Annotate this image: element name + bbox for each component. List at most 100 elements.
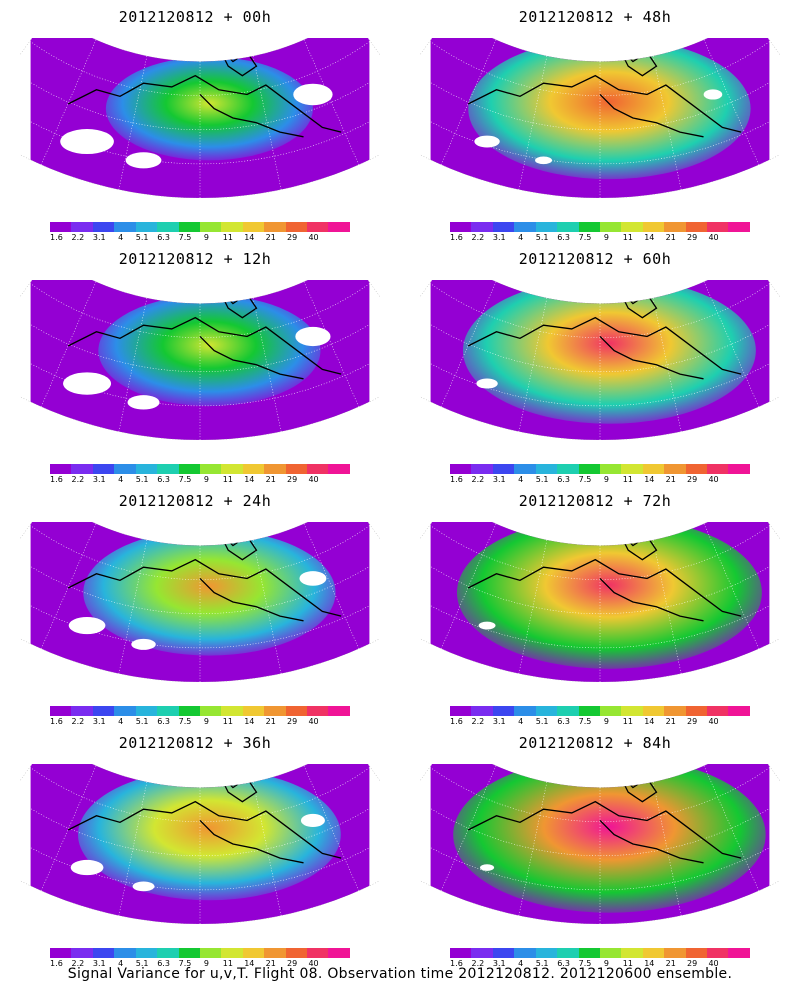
colorbar-swatch — [707, 948, 729, 958]
colorbar-label: 2.2 — [71, 717, 85, 726]
colorbar-swatch — [71, 706, 93, 716]
colorbar-swatch — [328, 948, 350, 958]
colorbar-swatch — [557, 464, 579, 474]
colorbar-label: 3.1 — [492, 233, 506, 242]
colorbar-swatch — [285, 948, 308, 958]
colorbar-swatch — [199, 222, 222, 232]
colorbar-swatch — [535, 706, 558, 716]
colorbar-label: 11 — [222, 717, 233, 726]
colorbar-label: 3.1 — [492, 959, 506, 968]
colorbar-label: 5.1 — [535, 233, 549, 242]
colorbar-label: 2.2 — [471, 475, 485, 484]
colorbar — [50, 464, 350, 474]
colorbar-swatch — [450, 464, 472, 474]
colorbar-swatch — [157, 464, 179, 474]
colorbar-swatch — [450, 948, 472, 958]
colorbar-label: 40 — [308, 233, 319, 242]
colorbar-label: 5.1 — [135, 475, 149, 484]
colorbar-swatch — [557, 948, 579, 958]
colorbar-swatch — [328, 706, 350, 716]
colorbar-label: 21 — [265, 233, 276, 242]
colorbar-swatch — [50, 706, 72, 716]
panel-title: 2012120812 + 36h — [118, 734, 272, 752]
map-panel: 2012120812 + 48h 1.6 2.2 3.1 4 5.1 6.3 7.5 9 11 14… — [405, 0, 785, 245]
map-panel: 2012120812 + 84h 1.6 2.2 3.1 4 5.1 6.3 7.5 9 11 14… — [405, 726, 785, 971]
colorbar-swatch — [535, 464, 558, 474]
colorbar-label: 3.1 — [92, 233, 106, 242]
colorbar-label: 40 — [308, 475, 319, 484]
colorbar — [50, 706, 350, 716]
colorbar-swatch — [71, 464, 93, 474]
colorbar-swatch — [707, 706, 729, 716]
colorbar — [50, 948, 350, 958]
panel-title: 2012120812 + 60h — [518, 250, 672, 268]
colorbar-label: 9 — [603, 233, 609, 242]
colorbar-swatch — [221, 222, 243, 232]
colorbar-label: 21 — [665, 717, 676, 726]
colorbar-swatch — [642, 464, 665, 474]
colorbar-swatch — [471, 948, 493, 958]
colorbar-label: 6.3 — [557, 475, 570, 484]
colorbar-swatch — [450, 222, 472, 232]
panel-title: 2012120812 + 84h — [518, 734, 672, 752]
colorbar-label: 29 — [287, 475, 298, 484]
colorbar-swatch — [578, 222, 600, 232]
colorbar-swatch — [599, 706, 622, 716]
colorbar-label: 5.1 — [535, 475, 549, 484]
colorbar-label: 11 — [222, 233, 233, 242]
colorbar-label: 4 — [118, 475, 124, 484]
colorbar-swatch — [114, 222, 136, 232]
colorbar-labels: 1.6 2.2 3.1 4 5.1 6.3 7.5 9 11 14 21 29 40 — [50, 959, 350, 971]
colorbar-swatch — [664, 464, 686, 474]
colorbar-swatch — [328, 464, 350, 474]
colorbar — [50, 222, 350, 232]
colorbar-swatch — [307, 222, 329, 232]
colorbar-label: 29 — [687, 717, 698, 726]
variance-map — [20, 522, 380, 682]
colorbar-label: 9 — [203, 717, 209, 726]
colorbar-swatch — [135, 222, 158, 232]
colorbar-label: 29 — [287, 233, 298, 242]
panel-title: 2012120812 + 72h — [518, 492, 672, 510]
colorbar-label: 7.5 — [178, 959, 192, 968]
colorbar-swatch — [707, 464, 729, 474]
colorbar-swatch — [578, 948, 600, 958]
colorbar-swatch — [307, 464, 329, 474]
colorbar-label: 6.3 — [157, 959, 170, 968]
colorbar-label: 7.5 — [578, 233, 592, 242]
colorbar — [450, 464, 750, 474]
colorbar-swatch — [471, 706, 493, 716]
colorbar-label: 6.3 — [557, 717, 570, 726]
colorbar-label: 14 — [244, 233, 255, 242]
variance-map — [420, 764, 780, 924]
colorbar-label: 40 — [308, 959, 319, 968]
colorbar-swatch — [221, 948, 243, 958]
colorbar-swatch — [578, 464, 600, 474]
colorbar-swatch — [707, 222, 729, 232]
colorbar-label: 11 — [622, 959, 633, 968]
colorbar-label: 29 — [687, 233, 698, 242]
colorbar-label: 7.5 — [578, 959, 592, 968]
colorbar-label: 7.5 — [178, 717, 192, 726]
variance-map — [420, 38, 780, 198]
colorbar-swatch — [242, 222, 265, 232]
colorbar-label: 5.1 — [535, 959, 549, 968]
colorbar-label: 14 — [244, 475, 255, 484]
colorbar-label: 4 — [518, 959, 524, 968]
colorbar-swatch — [685, 222, 708, 232]
colorbar-swatch — [92, 948, 115, 958]
colorbar-swatch — [557, 222, 579, 232]
colorbar-label: 11 — [222, 475, 233, 484]
colorbar-label: 1.6 — [50, 959, 63, 968]
colorbar-swatch — [178, 222, 200, 232]
colorbar-label: 2.2 — [71, 233, 85, 242]
colorbar-label: 40 — [708, 233, 719, 242]
colorbar-swatch — [178, 706, 200, 716]
map-panel: 2012120812 + 36h 1.6 2.2 3.1 4 5.1 6.3 7.5 9 11 14… — [5, 726, 385, 971]
colorbar-swatch — [50, 222, 72, 232]
panel-title: 2012120812 + 12h — [118, 250, 272, 268]
colorbar-label: 7.5 — [178, 475, 192, 484]
colorbar-swatch — [492, 948, 515, 958]
colorbar-label: 14 — [644, 717, 655, 726]
colorbar-swatch — [92, 464, 115, 474]
